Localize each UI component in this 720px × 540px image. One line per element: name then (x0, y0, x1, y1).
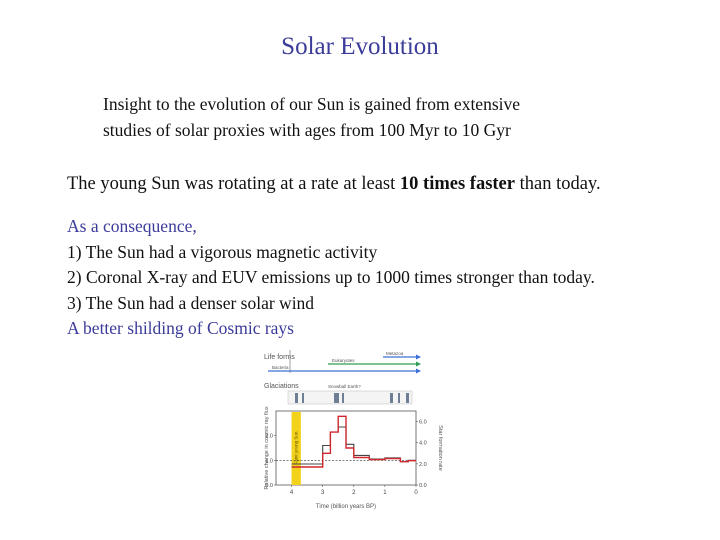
glaciation-bar (295, 393, 298, 403)
y-left-tick-label: 1.0 (265, 458, 273, 464)
glaciation-bar (390, 393, 393, 403)
x-tick-label: 1 (383, 490, 387, 496)
glaciations-label: Glaciations (264, 383, 299, 390)
consequences-list: As a consequence, 1) The Sun had a vigor… (67, 214, 707, 342)
metazoa-arrowhead (416, 354, 421, 360)
eukaryotes-label: Eukaryotes (332, 358, 355, 363)
y-right-tick-label: 6.0 (419, 420, 427, 426)
x-tick-label: 2 (352, 490, 356, 496)
cosmic-ray-figure: Life forms Metazoa Eukaryotes Bacteria G… (238, 345, 460, 515)
intro-line-2: studies of solar proxies with ages from … (103, 120, 511, 140)
cosmic-ray-chart: Life forms Metazoa Eukaryotes Bacteria G… (264, 350, 443, 510)
y-left-axis-ticks: 0.0 1.0 2.0 (265, 434, 276, 489)
y-right-axis-ticks: 0.0 2.0 4.0 6.0 (416, 420, 427, 489)
glaciation-bar (398, 393, 400, 403)
glaciation-note: Snowball Earth? (328, 384, 361, 389)
slide-title: Solar Evolution (281, 33, 439, 60)
bacteria-label: Bacteria (272, 365, 289, 370)
intro-line-1: Insight to the evolution of our Sun is g… (103, 94, 521, 114)
x-tick-label: 0 (414, 490, 418, 496)
x-tick-label: 4 (290, 490, 294, 496)
glaciation-bar (334, 393, 339, 403)
series-layer (291, 415, 416, 468)
y-right-axis-title: Star formation rate (437, 425, 443, 471)
y-left-axis-title: Relative change in cosmic ray flux (264, 406, 270, 489)
young-sun-prefix: The young Sun was rotating at a rate at … (67, 174, 400, 194)
life-forms-label: Life forms (264, 354, 295, 361)
glaciation-bar (342, 393, 344, 403)
consequence-item-2: 2) Coronal X-ray and EUV emissions up to… (67, 267, 595, 287)
glaciation-bars (295, 393, 409, 403)
faint-young-sun-label: Faint young Sun (294, 431, 299, 464)
series-line-2 (291, 415, 416, 468)
x-axis-title: Time (billion years BP) (316, 504, 376, 510)
intro-paragraph: Insight to the evolution of our Sun is g… (103, 91, 663, 143)
young-sun-statement: The young Sun was rotating at a rate at … (67, 171, 707, 197)
consequence-item-1: 1) The Sun had a vigorous magnetic activ… (67, 241, 378, 262)
x-axis-ticks: 4 3 2 1 0 (290, 485, 418, 496)
consequences-conclusion: A better shilding of Cosmic rays (67, 318, 294, 338)
young-sun-suffix: than today. (514, 174, 601, 194)
bacteria-arrowhead (416, 368, 421, 374)
consequences-intro: As a consequence, (67, 216, 197, 236)
y-left-tick-label: 2.0 (265, 434, 273, 440)
consequence-item-3: 3) The Sun had a denser solar wind (67, 292, 315, 313)
y-right-tick-label: 0.0 (419, 483, 427, 489)
young-sun-emphasis: 10 times faster (399, 174, 515, 194)
y-right-tick-label: 2.0 (419, 462, 427, 468)
x-tick-label: 3 (321, 490, 325, 496)
faint-young-sun-band (291, 412, 301, 485)
eukaryotes-arrowhead (416, 361, 421, 367)
glaciation-bar (302, 393, 304, 403)
glaciation-track (287, 390, 413, 405)
metazoa-label: Metazoa (386, 351, 404, 356)
y-left-tick-label: 0.0 (265, 483, 273, 489)
glaciation-bar (406, 393, 409, 403)
y-right-tick-label: 4.0 (419, 441, 427, 447)
